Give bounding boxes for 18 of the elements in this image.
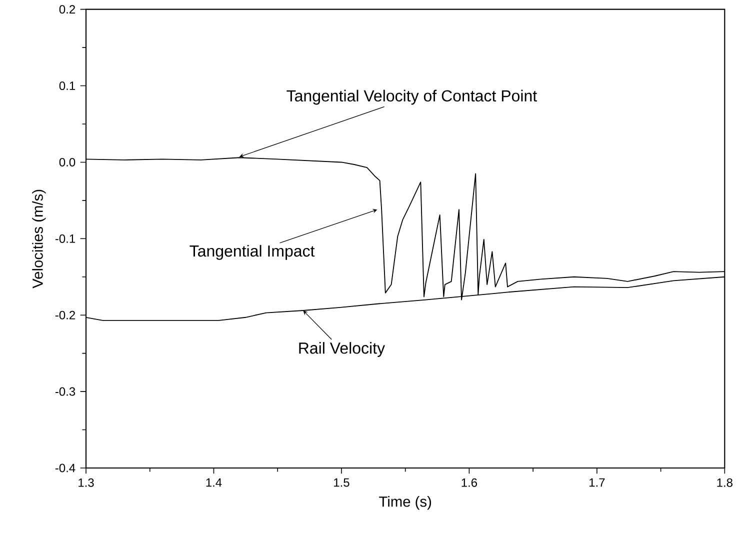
y-tick-label: -0.1: [55, 234, 76, 243]
x-tick-label: 1.7: [590, 478, 605, 487]
x-tick-label: 1.6: [462, 478, 478, 487]
x-tick-label: 1.8: [717, 478, 732, 487]
y-tick-label: 0.2: [59, 5, 75, 14]
y-tick-label: -0.3: [55, 387, 76, 396]
y-axis-title: Velocities (m/s): [32, 190, 46, 288]
y-tick-label: -0.4: [55, 464, 76, 472]
y-tick-label: -0.2: [55, 310, 75, 320]
y-tick-label: 0.0: [59, 158, 76, 166]
annotation: Rail Velocity: [299, 342, 385, 357]
x-tick-label: 1.4: [206, 478, 222, 487]
annotation: Tangential Impact: [190, 244, 315, 260]
y-tick-label: 0.1: [59, 82, 76, 90]
annotation: Tangential Velocity of Contact Point: [286, 90, 537, 105]
x-tick-label: 1.3: [78, 478, 94, 487]
x-tick-label: 1.5: [334, 478, 350, 487]
x-axis-title: Time (s): [379, 496, 432, 510]
